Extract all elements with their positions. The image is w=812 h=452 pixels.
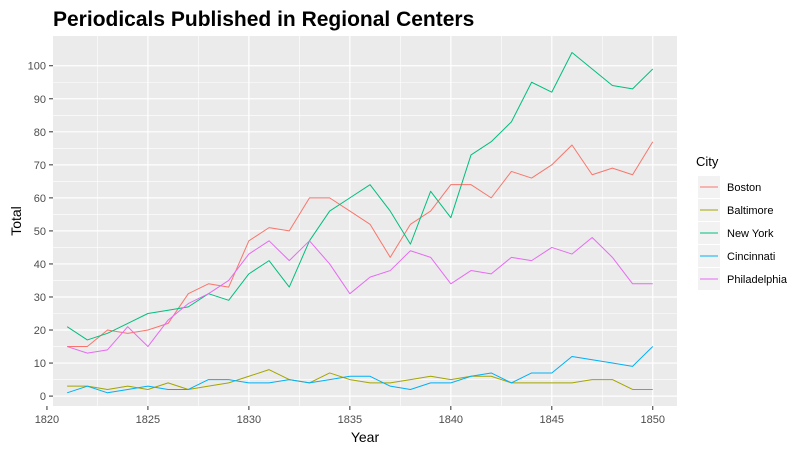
x-tick-label: 1850 — [641, 414, 665, 426]
y-tick-label: 40 — [34, 259, 46, 271]
x-tick-label: 1820 — [35, 414, 59, 426]
legend-label-baltimore: Baltimore — [727, 205, 773, 217]
x-axis: 1820 1825 1830 1835 1840 1845 1850 — [35, 406, 665, 426]
x-tick-label: 1835 — [338, 414, 362, 426]
legend: City Boston Baltimore New York Cincinnati Ph… — [696, 154, 788, 290]
y-tick-label: 30 — [34, 292, 46, 304]
series-line-philadelphia — [66, 237, 653, 354]
minor-gridlines — [53, 36, 677, 406]
y-tick-label: 80 — [34, 127, 46, 139]
y-tick-label: 70 — [34, 160, 46, 172]
series-line-new-york — [66, 52, 654, 341]
legend-label-boston: Boston — [727, 182, 761, 194]
x-tick-label: 1840 — [439, 414, 463, 426]
series-line-cincinnati — [66, 346, 654, 394]
legend-title: City — [696, 154, 719, 169]
y-tick-label: 0 — [40, 391, 46, 403]
legend-label-cincinnati: Cincinnati — [727, 251, 775, 263]
series-line-baltimore — [67, 369, 653, 390]
legend-label-philadelphia: Philadelphia — [727, 274, 788, 286]
x-tick-label: 1845 — [540, 414, 564, 426]
y-tick-label: 20 — [34, 325, 46, 337]
y-tick-label: 60 — [34, 193, 46, 205]
y-tick-label: 50 — [34, 226, 46, 238]
x-axis-title: Year — [351, 429, 380, 445]
major-gridlines — [46, 36, 677, 406]
y-tick-label: 90 — [34, 94, 46, 106]
x-tick-label: 1830 — [237, 414, 261, 426]
legend-label-new-york: New York — [727, 228, 774, 240]
y-tick-label: 100 — [28, 61, 46, 73]
y-axis-title: Total — [8, 206, 24, 236]
chart-title: Periodicals Published in Regional Center… — [53, 8, 474, 31]
x-tick-label: 1825 — [136, 414, 160, 426]
y-axis: 0 10 20 30 40 50 60 70 80 90 100 — [28, 61, 53, 403]
series-lines — [66, 52, 654, 394]
y-tick-label: 10 — [34, 358, 46, 370]
